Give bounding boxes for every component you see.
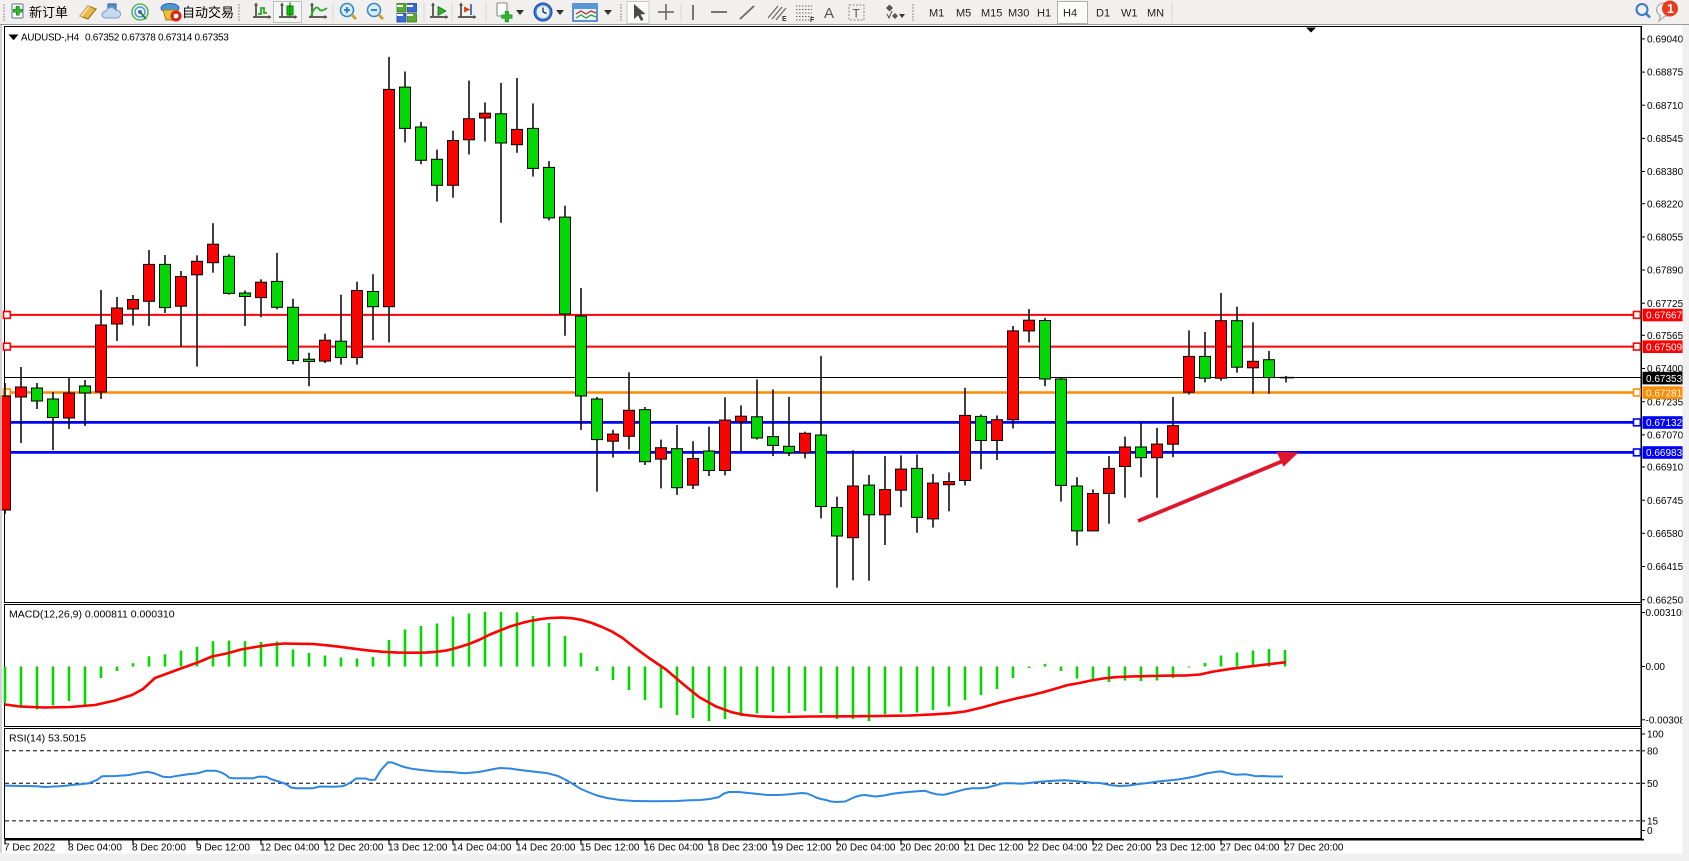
svg-text:0.68710: 0.68710	[1647, 101, 1684, 112]
svg-text:M5: M5	[956, 8, 971, 20]
svg-text:RSI(14) 53.5015: RSI(14) 53.5015	[9, 733, 86, 745]
svg-text:AUDUSD-,H4: AUDUSD-,H4	[21, 32, 80, 43]
svg-text:0.67281: 0.67281	[1646, 388, 1683, 399]
svg-text:0.66745: 0.66745	[1647, 496, 1684, 507]
svg-text:1: 1	[1667, 2, 1674, 16]
svg-text:22 Dec 04:00: 22 Dec 04:00	[1028, 843, 1088, 854]
svg-text:100: 100	[1647, 730, 1664, 741]
svg-text:M1: M1	[929, 8, 944, 20]
svg-text:0.67235: 0.67235	[1647, 397, 1684, 408]
svg-text:自动交易: 自动交易	[182, 5, 234, 20]
svg-text:0.67352: 0.67352	[85, 32, 120, 43]
svg-text:27 Dec 20:00: 27 Dec 20:00	[1284, 843, 1344, 854]
svg-text:T: T	[853, 7, 861, 21]
svg-text:-0.003089: -0.003089	[1646, 715, 1689, 726]
svg-text:27 Dec 04:00: 27 Dec 04:00	[1220, 843, 1280, 854]
svg-text:H1: H1	[1037, 8, 1051, 20]
svg-text:H4: H4	[1063, 8, 1077, 20]
svg-text:80: 80	[1647, 746, 1659, 757]
svg-text:0.66415: 0.66415	[1647, 562, 1684, 573]
svg-text:0.66250: 0.66250	[1647, 595, 1684, 606]
svg-text:0.67565: 0.67565	[1647, 331, 1684, 342]
svg-text:15: 15	[1647, 817, 1659, 828]
svg-text:F: F	[810, 17, 815, 24]
svg-text:A: A	[824, 5, 834, 22]
svg-text:18 Dec 23:00: 18 Dec 23:00	[708, 843, 768, 854]
svg-text:0.67400: 0.67400	[1647, 364, 1684, 375]
svg-text:0.68055: 0.68055	[1647, 233, 1684, 244]
svg-text:0.66910: 0.66910	[1647, 463, 1684, 474]
svg-text:0.68545: 0.68545	[1647, 134, 1684, 145]
svg-text:0.67132: 0.67132	[1646, 418, 1683, 429]
svg-text:E: E	[782, 16, 787, 23]
svg-text:0.66983: 0.66983	[1646, 448, 1683, 459]
svg-text:0.67509: 0.67509	[1646, 342, 1683, 353]
svg-text:0.67890: 0.67890	[1647, 266, 1684, 277]
svg-text:14 Dec 04:00: 14 Dec 04:00	[452, 843, 512, 854]
svg-text:21 Dec 12:00: 21 Dec 12:00	[964, 843, 1024, 854]
svg-text:D1: D1	[1096, 8, 1110, 20]
svg-text:9 Dec 12:00: 9 Dec 12:00	[196, 843, 250, 854]
svg-text:MACD(12,26,9) 0.000811 0.00031: MACD(12,26,9) 0.000811 0.000310	[9, 609, 175, 621]
svg-text:0: 0	[1647, 826, 1653, 837]
svg-text:8 Dec 20:00: 8 Dec 20:00	[132, 843, 186, 854]
svg-text:50: 50	[1647, 779, 1659, 790]
svg-text:22 Dec 20:00: 22 Dec 20:00	[1092, 843, 1152, 854]
svg-text:W1: W1	[1121, 8, 1138, 20]
svg-text:14 Dec 20:00: 14 Dec 20:00	[516, 843, 576, 854]
svg-text:M30: M30	[1008, 8, 1029, 20]
svg-text:0.67378: 0.67378	[122, 32, 157, 43]
svg-text:0.00: 0.00	[1646, 662, 1666, 673]
svg-text:M15: M15	[981, 8, 1002, 20]
svg-text:12 Dec 20:00: 12 Dec 20:00	[324, 843, 384, 854]
svg-text:8 Dec 04:00: 8 Dec 04:00	[68, 843, 122, 854]
svg-text:19 Dec 12:00: 19 Dec 12:00	[772, 843, 832, 854]
svg-text:0.66580: 0.66580	[1647, 529, 1684, 540]
svg-text:20 Dec 20:00: 20 Dec 20:00	[900, 843, 960, 854]
svg-text:0.67667: 0.67667	[1646, 311, 1683, 322]
svg-text:0.69040: 0.69040	[1647, 35, 1684, 46]
svg-text:0.68220: 0.68220	[1647, 199, 1684, 210]
svg-text:12 Dec 04:00: 12 Dec 04:00	[260, 843, 320, 854]
svg-text:新订单: 新订单	[29, 5, 68, 20]
svg-text:23 Dec 12:00: 23 Dec 12:00	[1156, 843, 1216, 854]
svg-text:13 Dec 12:00: 13 Dec 12:00	[388, 843, 448, 854]
svg-text:7 Dec 2022: 7 Dec 2022	[4, 843, 56, 854]
svg-text:0.67353: 0.67353	[1646, 374, 1683, 385]
svg-text:0.68875: 0.68875	[1647, 68, 1684, 79]
svg-text:0.67353: 0.67353	[195, 32, 230, 43]
svg-text:0.003105: 0.003105	[1646, 608, 1688, 619]
svg-text:0.67314: 0.67314	[158, 32, 193, 43]
svg-text:0.68380: 0.68380	[1647, 167, 1684, 178]
svg-text:15 Dec 12:00: 15 Dec 12:00	[580, 843, 640, 854]
svg-text:MN: MN	[1147, 8, 1164, 20]
svg-text:0.67725: 0.67725	[1647, 299, 1684, 310]
svg-text:0.67070: 0.67070	[1647, 430, 1684, 441]
svg-text:16 Dec 04:00: 16 Dec 04:00	[644, 843, 704, 854]
svg-text:20 Dec 04:00: 20 Dec 04:00	[836, 843, 896, 854]
